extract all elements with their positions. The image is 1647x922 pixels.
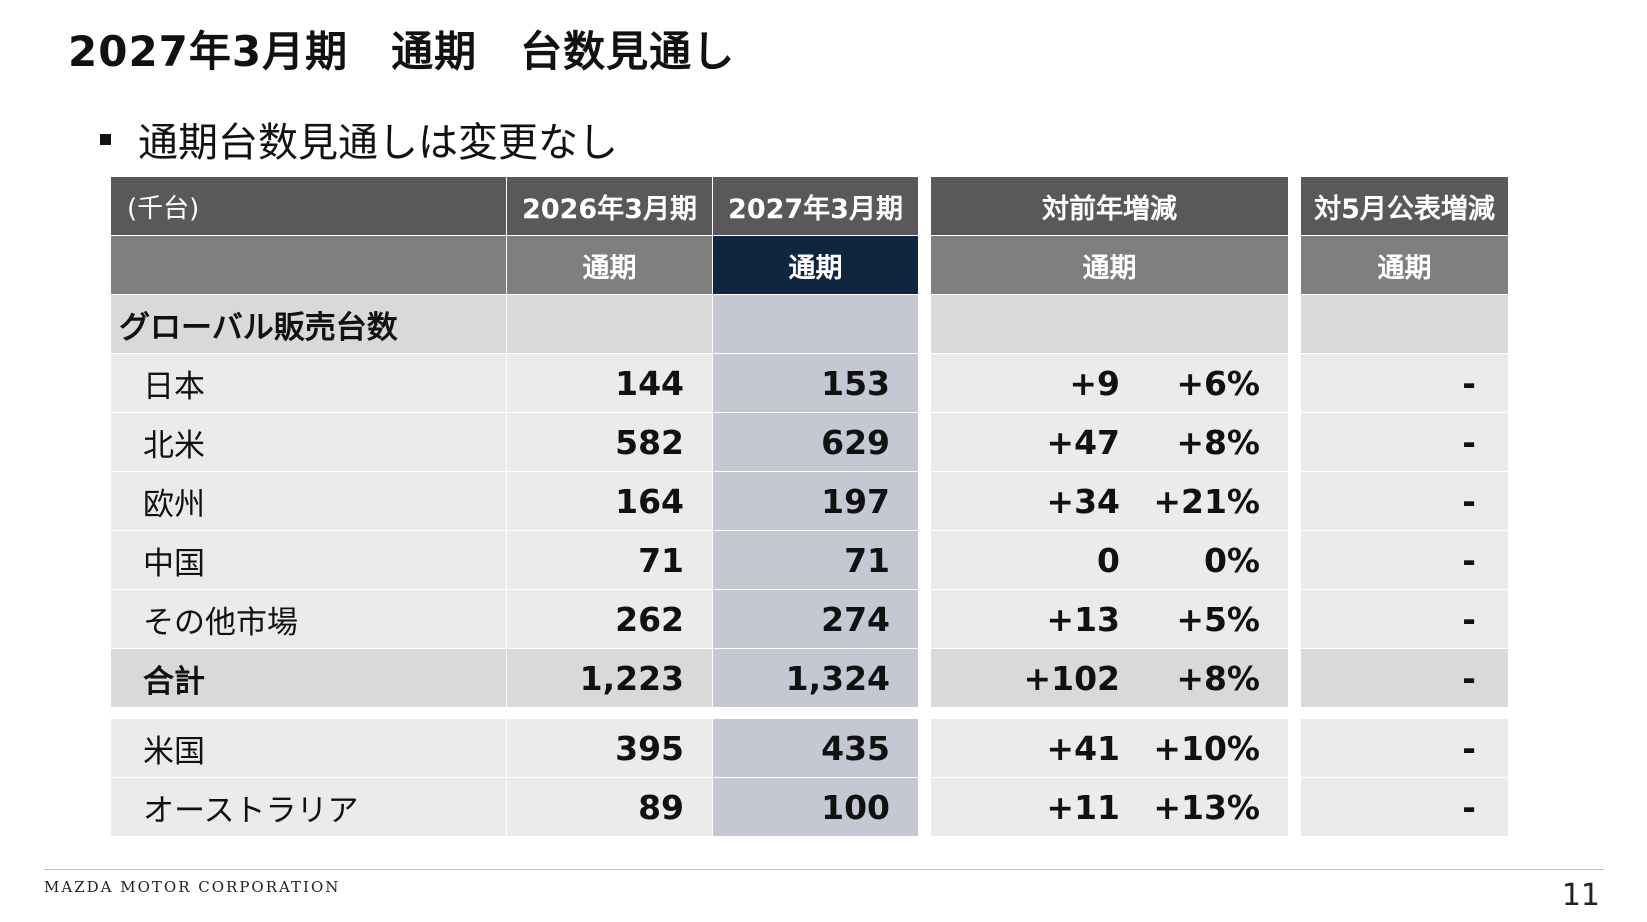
value-yoy: +9 +6% [931, 354, 1288, 412]
value-yoy: +102 +8% [931, 649, 1288, 707]
subheader-blank [111, 236, 506, 294]
value-fy2027: 274 [713, 590, 918, 648]
yoy-abs: +47 [1046, 422, 1120, 462]
yoy-pct: +8% [1176, 658, 1260, 698]
bullet-point: 通期台数見通しは変更なし [100, 110, 618, 168]
table-header-row: (千台) 2026年3月期 2027年3月期 対前年増減 対5月公表増減 [111, 177, 1508, 235]
group-label: グローバル販売台数 [111, 295, 506, 353]
subheader-fy2027: 通期 [713, 236, 918, 294]
value-fy2026: 144 [507, 354, 712, 412]
row-label: 北米 [111, 413, 506, 471]
row-label: その他市場 [111, 590, 506, 648]
value-yoy: +41 +10% [931, 719, 1288, 777]
value-fy2027: 71 [713, 531, 918, 589]
table-row: 欧州 164 197 +34 +21% - [111, 472, 1508, 530]
value-vs-may: - [1301, 590, 1508, 648]
yoy-pct: +10% [1153, 728, 1260, 768]
value-fy2026: 71 [507, 531, 712, 589]
subheader-fy2026: 通期 [507, 236, 712, 294]
table-subheader-row: 通期 通期 通期 通期 [111, 236, 1508, 294]
yoy-pct: +21% [1153, 481, 1260, 521]
value-yoy: +47 +8% [931, 413, 1288, 471]
row-label: 欧州 [111, 472, 506, 530]
bullet-text: 通期台数見通しは変更なし [138, 120, 618, 166]
value-vs-may: - [1301, 472, 1508, 530]
yoy-abs: +13 [1046, 599, 1120, 639]
value-fy2026: 582 [507, 413, 712, 471]
value-vs-may: - [1301, 719, 1508, 777]
yoy-pct: +13% [1153, 787, 1260, 827]
value-fy2027: 100 [713, 778, 918, 836]
table-row: 北米 582 629 +47 +8% - [111, 413, 1508, 471]
page-title: 2027年3月期 通期 台数見通し [68, 27, 736, 76]
yoy-pct: +8% [1176, 422, 1260, 462]
value-vs-may: - [1301, 413, 1508, 471]
subheader-vs-may: 通期 [1301, 236, 1508, 294]
value-yoy: +34 +21% [931, 472, 1288, 530]
yoy-abs: 0 [1097, 540, 1120, 580]
row-label: 中国 [111, 531, 506, 589]
table-row: 合計 1,223 1,324 +102 +8% - [111, 649, 1508, 707]
footer-company: MAZDA MOTOR CORPORATION [44, 878, 341, 896]
header-vs-may: 対5月公表増減 [1301, 177, 1508, 235]
value-vs-may: - [1301, 778, 1508, 836]
header-unit: (千台) [111, 177, 506, 235]
row-label: 米国 [111, 719, 506, 777]
row-label: 合計 [111, 649, 506, 707]
value-vs-may: - [1301, 354, 1508, 412]
value-fy2026: 395 [507, 719, 712, 777]
table-row: 米国 395 435 +41 +10% - [111, 719, 1508, 777]
value-fy2027: 1,324 [713, 649, 918, 707]
header-fy2027: 2027年3月期 [713, 177, 918, 235]
yoy-pct: +6% [1176, 363, 1260, 403]
yoy-abs: +9 [1069, 363, 1120, 403]
yoy-abs: +41 [1046, 728, 1120, 768]
footer-divider [44, 869, 1604, 870]
header-fy2026: 2026年3月期 [507, 177, 712, 235]
value-vs-may: - [1301, 531, 1508, 589]
row-label: 日本 [111, 354, 506, 412]
value-fy2026: 262 [507, 590, 712, 648]
yoy-pct: 0% [1203, 540, 1260, 580]
table-row: 日本 144 153 +9 +6% - [111, 354, 1508, 412]
yoy-abs: +102 [1023, 658, 1120, 698]
header-yoy: 対前年増減 [931, 177, 1288, 235]
sales-volume-table: (千台) 2026年3月期 2027年3月期 対前年増減 対5月公表増減 通期 … [111, 177, 1508, 836]
subheader-yoy: 通期 [931, 236, 1288, 294]
value-fy2027: 435 [713, 719, 918, 777]
yoy-abs: +34 [1046, 481, 1120, 521]
value-fy2027: 629 [713, 413, 918, 471]
table-row: オーストラリア 89 100 +11 +13% - [111, 778, 1508, 836]
value-yoy: +11 +13% [931, 778, 1288, 836]
yoy-pct: +5% [1176, 599, 1260, 639]
table-group-row: グローバル販売台数 [111, 295, 1508, 353]
value-fy2026: 1,223 [507, 649, 712, 707]
value-vs-may: - [1301, 649, 1508, 707]
yoy-abs: +11 [1046, 787, 1120, 827]
page-number: 11 [1561, 878, 1600, 913]
value-yoy: +13 +5% [931, 590, 1288, 648]
square-bullet-icon [100, 133, 111, 145]
value-fy2026: 164 [507, 472, 712, 530]
value-fy2026: 89 [507, 778, 712, 836]
value-yoy: 0 0% [931, 531, 1288, 589]
row-label: オーストラリア [111, 778, 506, 836]
value-fy2027: 153 [713, 354, 918, 412]
table-row: 中国 71 71 0 0% - [111, 531, 1508, 589]
table-row: その他市場 262 274 +13 +5% - [111, 590, 1508, 648]
value-fy2027: 197 [713, 472, 918, 530]
